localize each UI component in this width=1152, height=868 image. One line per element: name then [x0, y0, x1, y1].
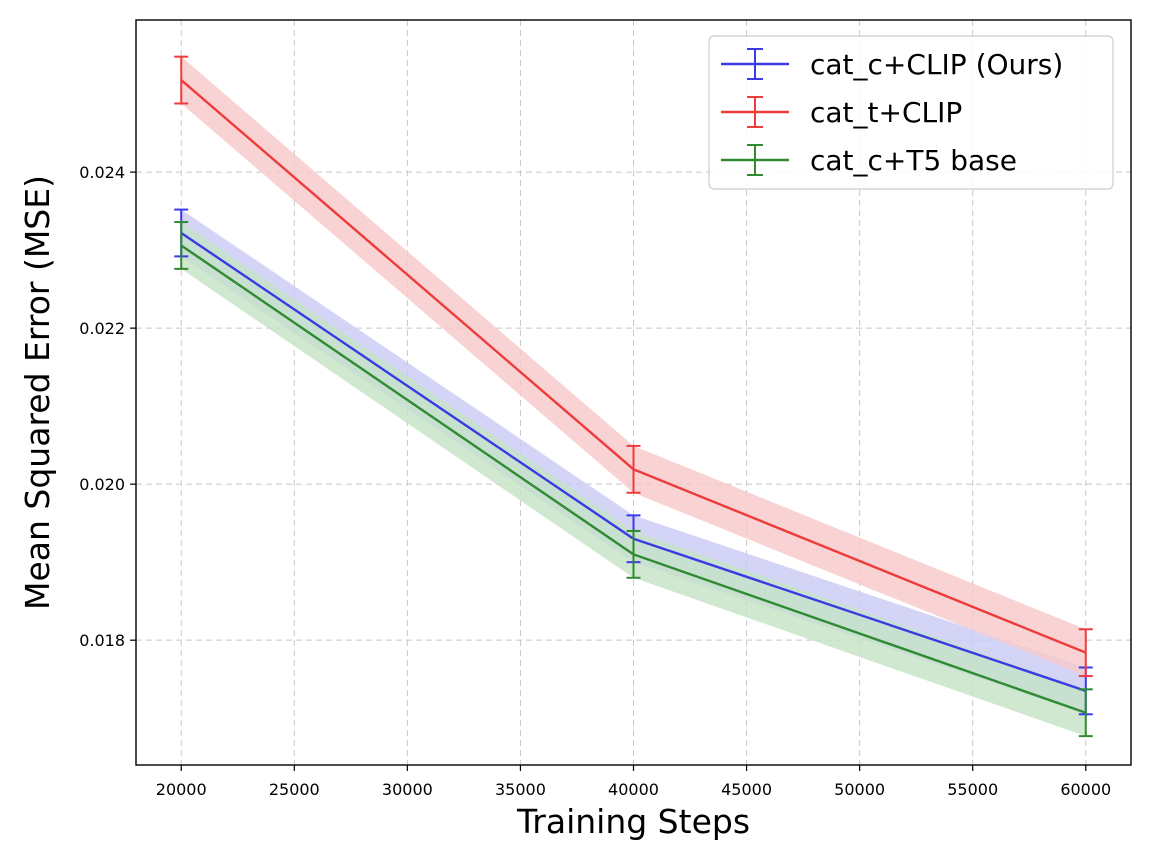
y-tick-label: 0.022 — [79, 319, 125, 338]
series-band-1 — [181, 56, 1086, 677]
series-band-2 — [181, 222, 1086, 737]
legend-label: cat_c+T5 base — [810, 144, 1017, 177]
legend-entry: cat_c+T5 base — [721, 144, 1017, 177]
y-tick-label: 0.024 — [79, 163, 125, 182]
x-tick-label: 55000 — [947, 780, 998, 799]
legend: cat_c+CLIP (Ours) cat_t+CLIP cat_c+T5 base — [708, 35, 1114, 190]
y-axis-ticks: 0.018 0.020 0.022 0.024 — [79, 163, 136, 650]
confidence-bands — [181, 56, 1086, 737]
error-bar — [626, 529, 641, 579]
error-bar — [626, 444, 641, 494]
legend-label: cat_c+CLIP (Ours) — [810, 48, 1063, 81]
x-tick-label: 35000 — [495, 780, 546, 799]
x-tick-label: 20000 — [156, 780, 207, 799]
x-tick-label: 60000 — [1060, 780, 1111, 799]
error-bars — [174, 55, 1093, 738]
x-tick-label: 45000 — [721, 780, 772, 799]
x-axis-ticks: 20000 25000 30000 35000 40000 45000 50000 55000… — [156, 765, 1111, 799]
x-axis-title: Training Steps — [516, 802, 750, 841]
legend-label: cat_t+CLIP — [810, 96, 962, 129]
error-bar — [174, 55, 189, 105]
y-axis-title: Mean Squared Error (MSE) — [18, 175, 57, 610]
legend-entry: cat_c+CLIP (Ours) — [721, 48, 1063, 81]
x-tick-label: 25000 — [269, 780, 320, 799]
legend-box — [708, 35, 1114, 190]
y-tick-label: 0.020 — [79, 475, 125, 494]
x-tick-label: 40000 — [608, 780, 659, 799]
legend-entry: cat_t+CLIP — [721, 96, 962, 129]
error-bar — [1078, 688, 1093, 738]
y-tick-label: 0.018 — [79, 631, 125, 650]
x-tick-label: 50000 — [834, 780, 885, 799]
error-bar — [1078, 628, 1093, 678]
x-tick-label: 30000 — [382, 780, 433, 799]
error-bar — [174, 221, 189, 270]
